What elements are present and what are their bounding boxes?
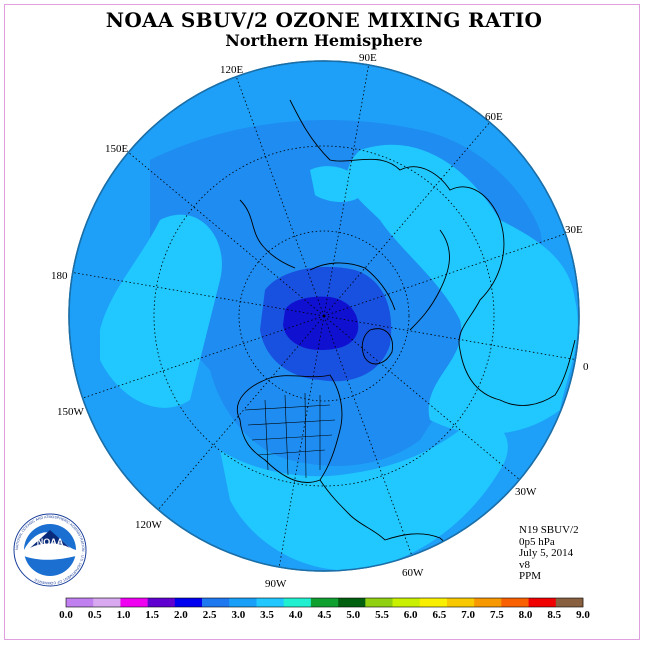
map-title: NOAA SBUV/2 OZONE MIXING RATIO [105,8,543,32]
meridian-60w [323,315,413,557]
page-frame [4,4,640,640]
info-instrument: N19 SBUV/2 [519,524,579,536]
meridian-30e [323,233,566,317]
meridian-180 [69,271,325,317]
meridian-60e [323,121,491,317]
lon-label-30e: 30E [565,224,583,236]
lon-label-180: 180 [51,270,68,282]
lon-label-120e: 120E [220,64,244,76]
coast-arctic-russia [309,262,396,311]
lon-label-90e: 90E [359,52,377,64]
coast-asia-east [239,199,296,269]
lon-label-150w: 150W [57,406,85,418]
map-subtitle: Northern Hemisphere [225,31,423,50]
lon-label-60e: 60E [485,111,503,123]
info-level: 0p5 hPa [519,535,555,548]
contour-3.5-siberia [310,166,365,202]
meridian-150e [127,151,325,317]
contour-1.0-core [283,296,359,350]
lon-label-150e: 150E [105,143,129,155]
info-version: v8 [519,558,530,571]
coast-eurasia [289,99,576,406]
ozone-contours [100,120,578,571]
graticule [69,62,579,569]
contour-3.5-pacific [100,214,222,408]
lon-label-30w: 30W [515,486,537,498]
meridian-90e [323,62,370,317]
lat-circle-30 [153,145,495,487]
info-date: July 5, 2014 [519,547,574,559]
meridian-120w [157,315,325,511]
info-panel: N19 SBUV/2 0p5 hPa July 5, 2014 v8 PPM [519,524,579,583]
meridian-0 [323,315,579,361]
contour-3.5-europe [347,144,578,434]
contour-3.5-americas [220,423,508,571]
lon-label-120w: 120W [135,519,163,531]
noaa-logo: NOAA NATIONAL OCEANIC AND ATMOSPHERIC AD… [13,513,87,587]
meridian-30w [323,315,521,481]
lat-circle-60 [238,230,410,402]
meridian-150w [82,315,325,399]
coast-greenland [361,328,393,365]
coast-europe [409,229,450,331]
lon-label-60w: 60W [402,567,424,579]
lon-label-90w: 90W [265,578,287,590]
coast-central-america [319,479,386,541]
meridian-90w [278,315,325,569]
noaa-logo-text: NOAA [37,537,64,547]
info-units: PPM [519,570,542,582]
us-state-lines [244,392,336,479]
coastlines [236,99,576,571]
lon-label-0: 0 [583,361,589,373]
coast-north-america [236,374,343,483]
meridian-120e [235,75,325,317]
